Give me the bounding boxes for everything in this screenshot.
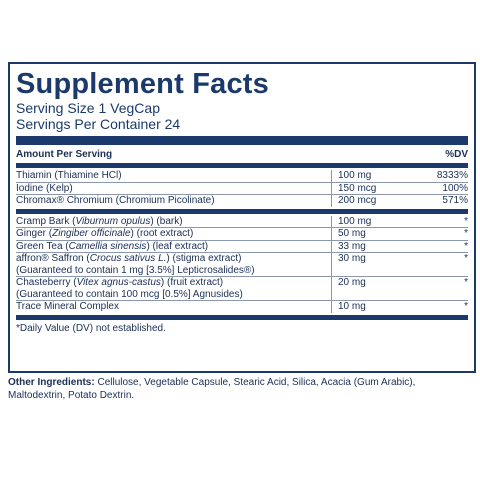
ingredient-name: Iodine (Kelp) — [16, 183, 331, 195]
ingredient-row: Green Tea (Camellia sinensis) (leaf extr… — [16, 240, 468, 253]
other-text: Cellulose, Vegetable Capsule, Stearic Ac… — [8, 377, 416, 401]
name-line: Chasteberry (Vitex agnus-castus) (fruit … — [16, 277, 331, 289]
name-line: Ginger (Zingiber officinale) (root extra… — [16, 228, 331, 240]
ingredient-name: Ginger (Zingiber officinale) (root extra… — [16, 228, 331, 240]
daily-value: * — [464, 240, 468, 252]
title: Supplement Facts — [16, 68, 269, 100]
amount: 10 mg — [331, 301, 428, 313]
daily-value: * — [464, 253, 468, 264]
daily-value: 100% — [442, 182, 468, 194]
daily-value: * — [464, 228, 468, 239]
amount: 50 mg — [331, 228, 428, 240]
name-line: Trace Mineral Complex — [16, 301, 331, 313]
ingredient-groups: Thiamin (Thiamine HCl) 100 mg 8333% Iodine … — [16, 170, 468, 320]
ingredient-name: affron® Saffron (Crocus sativus L.) (sti… — [16, 253, 331, 276]
amount: 30 mg — [331, 253, 428, 276]
daily-value: 8333% — [436, 170, 468, 181]
name-part: ) (fruit extract) — [160, 277, 224, 288]
name-part: Zingiber officinale — [52, 228, 131, 239]
ingredient-row: Trace Mineral Complex 10 mg * — [16, 301, 468, 313]
name-part: Thiamin (Thiamine HCl) — [16, 170, 122, 181]
amount: 33 mg — [331, 240, 428, 252]
ingredient-note: (Guaranteed to contain 1 mg [3.5%] Lepti… — [16, 264, 255, 276]
name-part: Chasteberry ( — [16, 277, 77, 288]
name-part: Crocus sativus L. — [89, 253, 167, 264]
name-line: Green Tea (Camellia sinensis) (leaf extr… — [16, 241, 331, 253]
facts-panel: Supplement Facts Serving Size 1 VegCap S… — [8, 62, 476, 373]
name-part: Iodine (Kelp) — [16, 182, 73, 194]
name-part: ) (root extract) — [130, 228, 194, 239]
ingredient-name: Green Tea (Camellia sinensis) (leaf extr… — [16, 241, 331, 253]
name-part: ) (stigma extract) — [166, 253, 242, 264]
divider — [16, 314, 468, 320]
footnote: *Daily Value (DV) not established. — [16, 322, 166, 334]
ingredient-row: affron® Saffron (Crocus sativus L.) (sti… — [16, 253, 468, 277]
other-ingredients: Other Ingredients: Cellulose, Vegetable … — [8, 376, 468, 402]
amount-header: Amount Per Serving — [16, 149, 113, 160]
ingredient-row: Iodine (Kelp) 150 mcg 100% — [16, 182, 468, 195]
name-part: Chromax® Chromium (Chromium Picolinate) — [16, 195, 215, 206]
ingredient-row: Chromax® Chromium (Chromium Picolinate) 2… — [16, 195, 468, 207]
name-line: Thiamin (Thiamine HCl) — [16, 170, 331, 182]
daily-value: * — [464, 277, 468, 288]
ingredient-note: (Guaranteed to contain 100 mcg [0.5%] Ag… — [16, 288, 243, 300]
amount: 100 mg — [331, 215, 428, 227]
column-header: Amount Per Serving %DV — [16, 148, 468, 161]
name-line: affron® Saffron (Crocus sativus L.) (sti… — [16, 253, 331, 265]
name-part: Trace Mineral Complex — [16, 301, 119, 312]
name-line: Iodine (Kelp) — [16, 183, 331, 195]
amount: 200 mcg — [331, 195, 428, 207]
ingredient-name: Thiamin (Thiamine HCl) — [16, 170, 331, 182]
daily-value: * — [464, 301, 468, 312]
ingredient-name: Chasteberry (Vitex agnus-castus) (fruit … — [16, 277, 331, 300]
name-part: Cramp Bark ( — [16, 215, 76, 227]
ingredient-row: Thiamin (Thiamine HCl) 100 mg 8333% — [16, 170, 468, 183]
name-part: Camellia sinensis — [68, 240, 147, 252]
name-line: Chromax® Chromium (Chromium Picolinate) — [16, 195, 331, 207]
divider — [16, 208, 468, 214]
serving-size: Serving Size 1 VegCap — [16, 100, 160, 116]
name-part: Green Tea ( — [16, 240, 69, 252]
ingredient-row: Ginger (Zingiber officinale) (root extra… — [16, 228, 468, 241]
amount: 20 mg — [331, 277, 428, 300]
name-line: Cramp Bark (Viburnum opulus) (bark) — [16, 216, 331, 228]
divider — [16, 136, 468, 145]
ingredient-row: Cramp Bark (Viburnum opulus) (bark) 100 m… — [16, 215, 468, 228]
other-label: Other Ingredients: — [8, 377, 95, 388]
name-part: Ginger ( — [16, 228, 53, 239]
amount: 100 mg — [331, 170, 428, 182]
daily-value: 571% — [442, 195, 468, 206]
name-part: Viburnum opulus — [75, 215, 151, 227]
ingredient-name: Cramp Bark (Viburnum opulus) (bark) — [16, 216, 331, 228]
ingredient-row: Chasteberry (Vitex agnus-castus) (fruit … — [16, 277, 468, 301]
dv-header: %DV — [445, 149, 468, 160]
name-part: Vitex agnus-castus — [76, 277, 161, 288]
name-part: affron® Saffron ( — [16, 253, 90, 264]
divider — [16, 163, 468, 168]
ingredient-name: Chromax® Chromium (Chromium Picolinate) — [16, 195, 331, 207]
servings-per-container: Servings Per Container 24 — [16, 116, 181, 132]
name-part: ) (bark) — [150, 215, 183, 227]
ingredient-name: Trace Mineral Complex — [16, 301, 331, 313]
amount: 150 mcg — [331, 182, 428, 194]
name-part: ) (leaf extract) — [146, 240, 209, 252]
daily-value: * — [464, 215, 468, 227]
